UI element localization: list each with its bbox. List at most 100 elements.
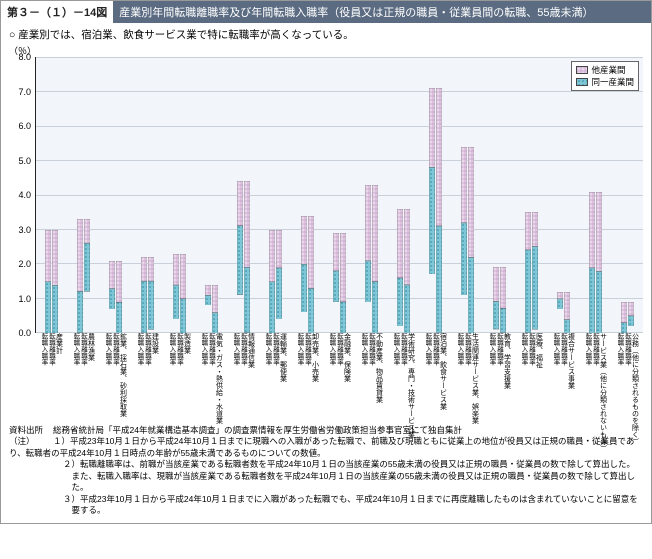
bar-group xyxy=(35,230,67,334)
bar-in xyxy=(77,219,83,333)
bar-in xyxy=(141,257,147,333)
x-category-label: 卸売業、小売業 xyxy=(312,333,319,382)
y-tick: 7.0 xyxy=(9,87,31,97)
bar-out xyxy=(500,267,506,333)
x-category-label: 産業計 xyxy=(56,333,63,354)
bar-out xyxy=(468,147,474,333)
bar-out xyxy=(52,230,58,334)
bars-container xyxy=(35,57,643,333)
x-bar-label: 転職離職率 xyxy=(111,333,118,366)
y-tick: 1.0 xyxy=(9,294,31,304)
x-bar-label: 転職入職率 xyxy=(328,333,335,366)
bar-out xyxy=(436,88,442,333)
x-category: 転職入職率転職離職率運輸業、郵便業 xyxy=(259,333,291,452)
x-category-label: 金融業、保険業 xyxy=(344,333,351,382)
x-bar-label: 転職入職率 xyxy=(424,333,431,366)
bar-out xyxy=(596,192,602,333)
x-bar-label: 転職離職率 xyxy=(367,333,374,366)
figure-number: 第３－（１）－14図 xyxy=(1,1,113,23)
y-tick: 6.0 xyxy=(9,121,31,131)
x-bar-label: 転職離職率 xyxy=(591,333,598,366)
bar-in xyxy=(397,209,403,333)
x-category: 転職入職率転職離職率情報通信業 xyxy=(227,333,259,452)
x-category-label: 生活関連サービス業、娯楽業 xyxy=(472,333,479,424)
bar-in xyxy=(589,192,595,333)
bar-out xyxy=(180,254,186,333)
x-category-label: 情報通信業 xyxy=(248,333,255,368)
x-bar-label: 転職離職率 xyxy=(143,333,150,366)
bar-in xyxy=(621,302,627,333)
x-bar-label: 転職離職率 xyxy=(527,333,534,366)
bar-group xyxy=(259,230,291,334)
x-category: 転職入職率転職離職率学術研究、専門・技術サービス業 xyxy=(387,333,419,452)
x-category-label: 鉱業、採石業、砂利採取業 xyxy=(120,333,127,417)
bar-group xyxy=(227,181,259,333)
x-category: 転職入職率転職離職率鉱業、採石業、砂利採取業 xyxy=(99,333,131,452)
bar-in xyxy=(333,233,339,333)
bar-group xyxy=(291,216,323,333)
bar-group xyxy=(163,254,195,333)
x-bar-label: 転職入職率 xyxy=(520,333,527,366)
legend: 他産業間 同一産業間 xyxy=(571,61,639,91)
chart: 他産業間 同一産業間 転職入職率転職離職率産業計転職入職率転職離職率農林漁業転職… xyxy=(7,57,645,357)
x-bar-label: 転職離職率 xyxy=(271,333,278,366)
y-tick: 8.0 xyxy=(9,52,31,62)
y-tick: 5.0 xyxy=(9,156,31,166)
bar-group xyxy=(131,257,163,333)
bar-out xyxy=(628,302,634,333)
x-bar-label: 転職入職率 xyxy=(616,333,623,366)
x-category-label: 教育、学習支援業 xyxy=(504,333,511,389)
bar-out xyxy=(276,230,282,334)
bar-group xyxy=(323,233,355,333)
x-bar-label: 転職入職率 xyxy=(456,333,463,366)
y-tick: 4.0 xyxy=(9,190,31,200)
x-bar-label: 転職入職率 xyxy=(168,333,175,366)
legend-other: 他産業間 xyxy=(576,64,634,76)
x-category: 転職入職率転職離職率電気・ガス・熱供給・水道業 xyxy=(195,333,227,452)
x-category: 転職入職率転職離職率不動産業、物品賃貸業 xyxy=(355,333,387,452)
x-bar-label: 転職離職率 xyxy=(207,333,214,366)
x-category: 転職入職率転職離職率産業計 xyxy=(35,333,67,452)
y-axis-label: （％） xyxy=(9,44,651,57)
x-category-label: 不動産業、物品賃貸業 xyxy=(376,333,383,403)
x-category: 転職入職率転職離職率製造業 xyxy=(163,333,195,452)
x-category-label: 公務（他に分類されるものを除く） xyxy=(632,333,639,445)
bar-group xyxy=(451,147,483,333)
x-bar-label: 転職入職率 xyxy=(264,333,271,366)
x-category: 転職入職率転職離職率公務（他に分類されるものを除く） xyxy=(611,333,643,452)
bar-out xyxy=(564,292,570,333)
bar-out xyxy=(212,285,218,333)
x-category-label: 学術研究、専門・技術サービス業 xyxy=(408,333,415,438)
bar-group xyxy=(547,292,579,333)
x-bar-label: 転職入職率 xyxy=(232,333,239,366)
y-tick: 3.0 xyxy=(9,225,31,235)
x-bar-label: 転職離職率 xyxy=(463,333,470,366)
bar-in xyxy=(205,285,211,333)
bar-out xyxy=(148,257,154,333)
y-tick: 0.0 xyxy=(9,328,31,338)
x-category: 転職入職率転職離職率複合サービス事業 xyxy=(547,333,579,452)
bar-in xyxy=(525,212,531,333)
legend-same: 同一産業間 xyxy=(576,76,634,88)
x-category-label: 医療、福祉 xyxy=(536,333,543,368)
x-category: 転職入職率転職離職率建設業 xyxy=(131,333,163,452)
bar-out xyxy=(340,233,346,333)
x-category: 転職入職率転職離職率宿泊業、飲食サービス業 xyxy=(419,333,451,452)
bar-group xyxy=(195,285,227,333)
x-category: 転職入職率転職離職率農林漁業 xyxy=(67,333,99,452)
x-bar-label: 転職離職率 xyxy=(239,333,246,366)
x-bar-label: 転職入職率 xyxy=(296,333,303,366)
x-category-label: 宿泊業、飲食サービス業 xyxy=(440,333,447,410)
x-bar-label: 転職離職率 xyxy=(303,333,310,366)
bar-group xyxy=(67,219,99,333)
x-bar-label: 転職入職率 xyxy=(488,333,495,366)
bar-group xyxy=(419,88,451,333)
bar-in xyxy=(493,267,499,333)
bar-in xyxy=(365,185,371,333)
x-category: 転職入職率転職離職率教育、学習支援業 xyxy=(483,333,515,452)
x-bar-label: 転職入職率 xyxy=(360,333,367,366)
legend-same-label: 同一産業間 xyxy=(591,76,634,88)
figure-title: 産業別年間転職離職率及び年間転職入職率（役員又は正規の職員・従業員間の転職、55… xyxy=(113,1,651,23)
bar-in xyxy=(269,230,275,334)
bar-in xyxy=(429,88,435,333)
